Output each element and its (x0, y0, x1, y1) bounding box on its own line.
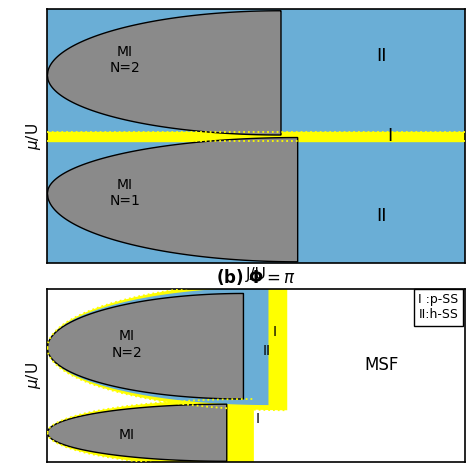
Polygon shape (47, 399, 254, 467)
Polygon shape (47, 282, 287, 410)
Polygon shape (47, 404, 227, 461)
Polygon shape (47, 11, 281, 135)
X-axis label: J/U: J/U (246, 267, 266, 282)
Polygon shape (47, 293, 244, 399)
Text: I: I (273, 325, 277, 338)
Text: II: II (263, 344, 270, 357)
Text: MI
N=2: MI N=2 (109, 45, 140, 75)
Polygon shape (47, 287, 268, 405)
Text: MI: MI (118, 428, 135, 442)
Text: II: II (376, 207, 386, 225)
Polygon shape (47, 137, 298, 262)
Text: (b) $\mathbf{\Phi} = \pi$: (b) $\mathbf{\Phi} = \pi$ (216, 267, 296, 287)
Text: I: I (256, 412, 260, 426)
Text: MI
N=1: MI N=1 (109, 178, 140, 209)
Text: I :p-SS
II:h-SS: I :p-SS II:h-SS (418, 293, 458, 321)
Y-axis label: $\mu$/U: $\mu$/U (24, 362, 43, 389)
Text: MI
N=2: MI N=2 (111, 329, 142, 360)
Text: I: I (387, 128, 392, 145)
Bar (47, 132, 465, 141)
Text: MSF: MSF (364, 356, 398, 374)
Y-axis label: $\mu$/U: $\mu$/U (24, 123, 43, 150)
Text: II: II (376, 47, 386, 65)
